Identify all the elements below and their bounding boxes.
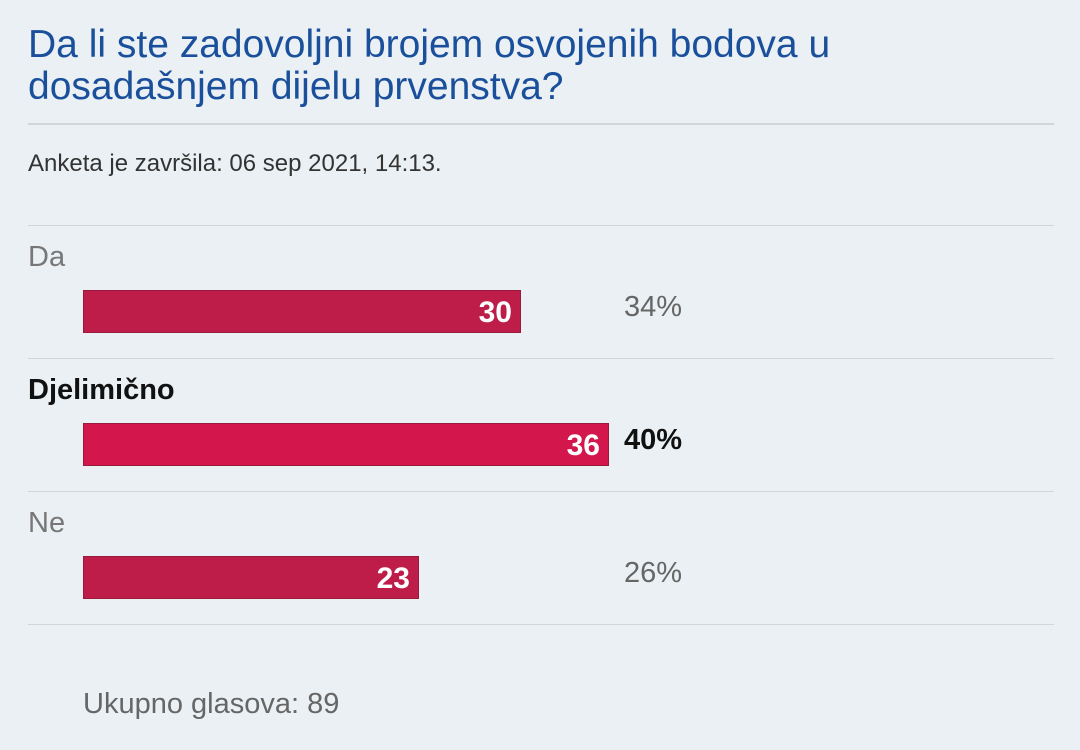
divider bbox=[28, 358, 1054, 359]
divider bbox=[28, 225, 1054, 226]
poll-question: Da li ste zadovoljni brojem osvojenih bo… bbox=[28, 23, 831, 108]
total-votes: Ukupno glasova: 89 bbox=[83, 688, 340, 720]
poll-ended-text: Anketa je završila: 06 sep 2021, 14:13. bbox=[28, 150, 442, 177]
divider bbox=[28, 491, 1054, 492]
vote-bar: 30 bbox=[83, 290, 521, 333]
option-label: Djelimično bbox=[28, 374, 175, 406]
divider bbox=[28, 123, 1054, 125]
vote-bar: 36 bbox=[83, 423, 609, 466]
divider bbox=[28, 624, 1054, 625]
vote-percent: 34% bbox=[624, 291, 683, 323]
vote-percent: 26% bbox=[624, 557, 683, 589]
option-label: Ne bbox=[28, 507, 66, 539]
vote-percent: 40% bbox=[624, 424, 683, 456]
option-label: Da bbox=[28, 241, 66, 273]
vote-bar: 23 bbox=[83, 556, 419, 599]
